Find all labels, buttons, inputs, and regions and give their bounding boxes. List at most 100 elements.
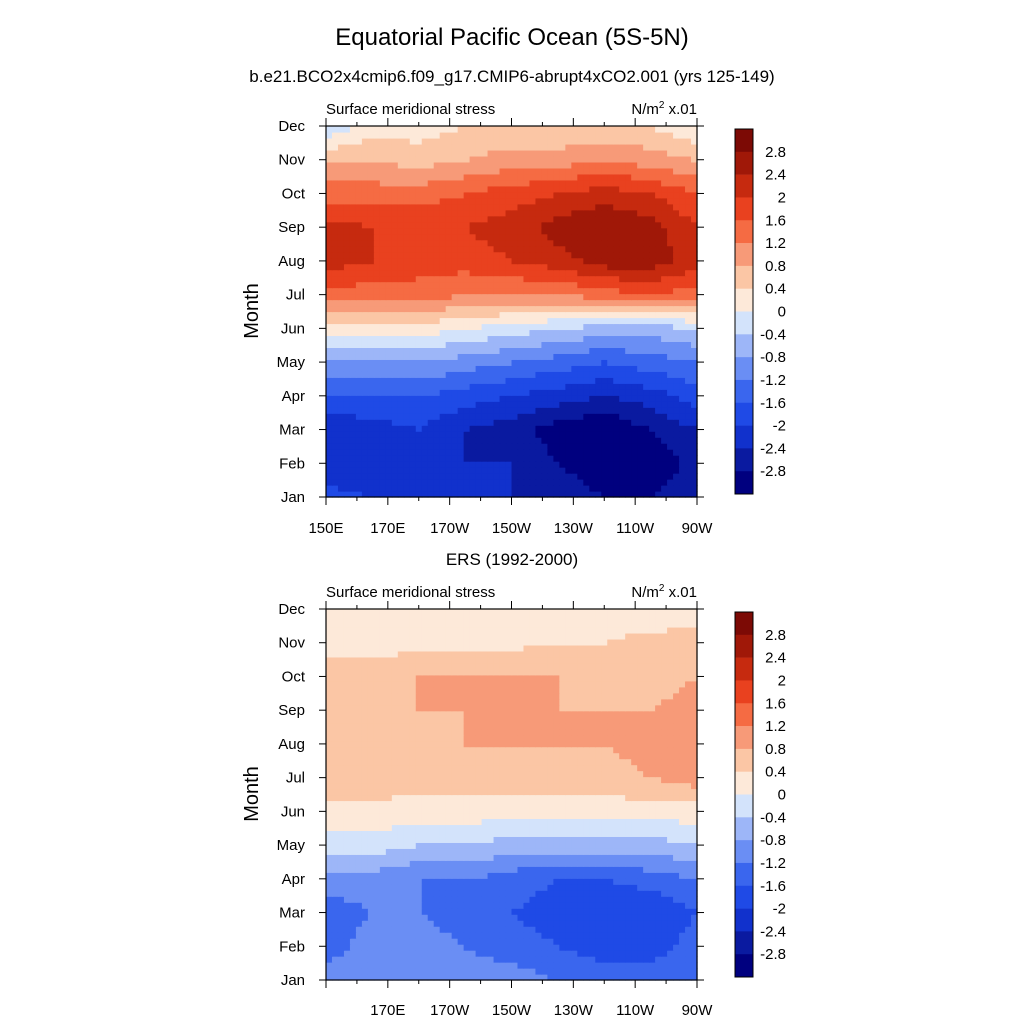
field-cell — [439, 179, 447, 187]
field-cell — [481, 890, 489, 897]
field-cell — [463, 323, 471, 331]
field-cell — [631, 944, 638, 951]
colorbar-swatch — [735, 425, 753, 449]
field-cell — [385, 389, 393, 396]
field-cell — [679, 221, 686, 229]
field-cell — [385, 383, 393, 390]
field-cell — [679, 275, 686, 283]
field-cell — [505, 884, 513, 891]
field-cell — [601, 359, 608, 366]
field-cell — [511, 896, 519, 903]
field-cell — [493, 227, 501, 235]
field-cell — [349, 944, 357, 951]
field-cell — [493, 920, 501, 927]
field-cell — [475, 395, 483, 402]
field-cell — [326, 239, 333, 247]
field-cell — [577, 956, 584, 963]
field-cell — [595, 251, 602, 259]
field-cell — [679, 962, 686, 969]
field-cell — [487, 890, 495, 897]
field-cell — [331, 383, 339, 390]
field-cell — [475, 932, 483, 939]
field-cell — [547, 443, 554, 450]
field-cell — [415, 227, 423, 235]
field-cell — [343, 191, 351, 199]
field-cell — [469, 419, 477, 426]
field-cell — [643, 209, 650, 217]
field-cell — [397, 407, 405, 414]
field-cell — [361, 359, 369, 366]
field-cell — [469, 239, 477, 247]
field-cell — [595, 914, 602, 921]
field-cell — [601, 275, 608, 283]
field-cell — [667, 287, 674, 295]
field-cell — [337, 155, 345, 163]
field-cell — [361, 389, 369, 396]
field-cell — [397, 126, 405, 133]
field-cell — [595, 161, 602, 169]
field-cell — [403, 962, 411, 969]
field-cell — [343, 413, 351, 420]
y-tick-label: Oct — [282, 185, 306, 202]
field-cell — [421, 263, 429, 271]
field-cell — [643, 389, 650, 396]
field-cell — [565, 233, 572, 241]
field-cell — [517, 329, 525, 337]
field-cell — [373, 437, 381, 444]
field-cell — [331, 485, 339, 492]
field-cell — [326, 968, 333, 975]
field-cell — [673, 449, 680, 456]
field-cell — [691, 215, 698, 223]
field-cell — [487, 275, 495, 283]
field-cell — [379, 143, 387, 151]
field-cell — [673, 275, 680, 283]
field-cell — [385, 126, 393, 133]
field-cell — [415, 884, 423, 891]
field-cell — [355, 347, 363, 354]
field-cell — [373, 449, 381, 456]
field-cell — [481, 938, 489, 945]
field-cell — [691, 491, 698, 498]
field-cell — [649, 950, 656, 957]
field-cell — [517, 449, 525, 456]
field-cell — [469, 938, 477, 945]
field-cell — [326, 467, 333, 474]
field-cell — [499, 131, 507, 139]
field-cell — [403, 884, 411, 891]
field-cell — [583, 419, 590, 426]
field-cell — [583, 914, 590, 921]
field-cell — [331, 890, 339, 897]
field-cell — [607, 311, 614, 319]
field-cell — [685, 437, 692, 444]
field-cell — [535, 143, 543, 151]
field-cell — [601, 431, 608, 438]
field-cell — [439, 257, 447, 265]
field-cell — [475, 890, 483, 897]
field-cell — [673, 167, 680, 175]
field-cell — [403, 305, 411, 313]
field-cell — [517, 257, 525, 265]
field-cell — [385, 974, 393, 981]
field-cell — [631, 197, 638, 205]
field-cell — [403, 137, 411, 145]
field-cell — [541, 263, 548, 271]
field-cell — [397, 437, 405, 444]
field-cell — [679, 143, 686, 151]
field-cell — [475, 413, 483, 420]
field-cell — [391, 950, 399, 957]
field-cell — [451, 227, 459, 235]
field-cell — [559, 341, 566, 348]
field-cell — [685, 425, 692, 432]
field-cell — [487, 884, 495, 891]
field-cell — [475, 281, 483, 289]
field-cell — [583, 317, 590, 325]
field-cell — [326, 413, 333, 420]
field-cell — [331, 431, 339, 438]
field-cell — [655, 179, 662, 187]
field-cell — [619, 896, 626, 903]
field-cell — [511, 401, 519, 408]
field-cell — [541, 275, 548, 283]
field-cell — [373, 938, 381, 945]
field-cell — [523, 407, 531, 414]
field-cell — [505, 281, 513, 289]
